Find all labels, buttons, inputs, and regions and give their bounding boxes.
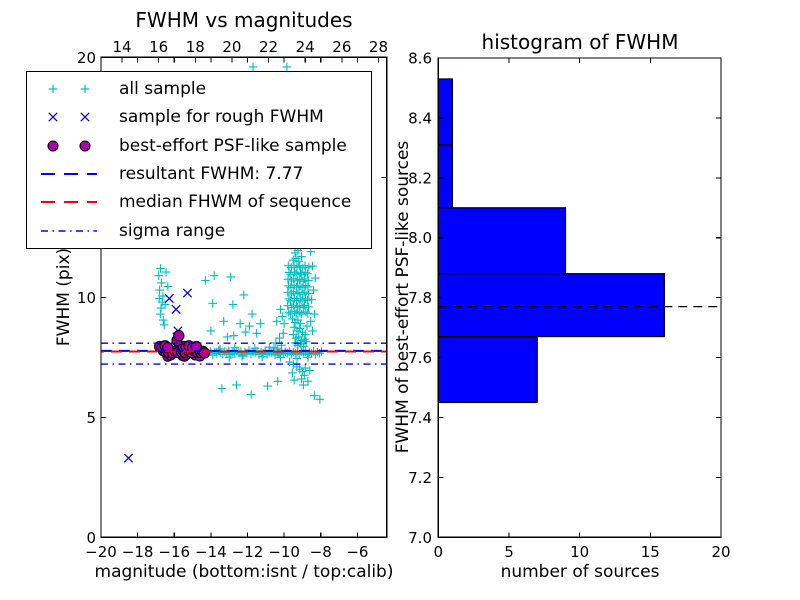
- svg-text:20: 20: [77, 49, 96, 67]
- legend-item-2: best-effort PSF-like sample: [27, 132, 371, 159]
- legend-item-0: all sample: [27, 76, 371, 103]
- svg-text:20: 20: [711, 543, 730, 561]
- svg-text:18: 18: [186, 38, 205, 56]
- svg-text:7.4: 7.4: [408, 409, 432, 427]
- svg-text:−14: −14: [195, 543, 227, 561]
- legend-marker-dashdot-icon: [41, 230, 97, 232]
- legend-marker-cross-icon: [48, 112, 90, 123]
- svg-text:14: 14: [113, 38, 132, 56]
- svg-text:16: 16: [149, 38, 168, 56]
- svg-text:−8: −8: [310, 543, 332, 561]
- svg-text:7.8: 7.8: [408, 289, 432, 307]
- legend-label: sigma range: [119, 220, 226, 241]
- svg-text:7.6: 7.6: [408, 349, 432, 367]
- svg-text:20: 20: [222, 38, 241, 56]
- svg-text:−20: −20: [85, 543, 117, 561]
- svg-text:−6: −6: [346, 543, 368, 561]
- histogram-bar: [437, 335, 538, 404]
- scatter-plot-title: FWHM vs magnitudes: [135, 8, 353, 32]
- legend-marker-plus-icon: [48, 84, 90, 94]
- svg-text:10: 10: [570, 543, 589, 561]
- svg-text:5: 5: [504, 543, 514, 561]
- svg-text:−16: −16: [158, 543, 190, 561]
- svg-text:−18: −18: [122, 543, 154, 561]
- svg-text:15: 15: [641, 543, 660, 561]
- histogram-bars: [437, 78, 666, 404]
- legend-item-1: sample for rough FWHM: [27, 104, 371, 131]
- svg-text:28: 28: [369, 38, 388, 56]
- legend-label: median FHWM of sequence: [119, 192, 352, 213]
- svg-text:−12: −12: [232, 543, 264, 561]
- svg-text:8.0: 8.0: [408, 229, 432, 247]
- legend-label: all sample: [119, 79, 207, 100]
- legend-marker-dashed-icon: [41, 201, 97, 204]
- legend-item-4: median FHWM of sequence: [27, 189, 371, 216]
- legend-marker-circle-icon: [47, 140, 91, 152]
- legend-label: best-effort PSF-like sample: [119, 135, 347, 156]
- svg-text:8.6: 8.6: [408, 50, 432, 68]
- scatter-xaxis-label: magnitude (bottom:isnt / top:calib): [94, 562, 394, 582]
- svg-text:10: 10: [77, 289, 96, 307]
- svg-text:−10: −10: [268, 543, 300, 561]
- legend-label: sample for rough FWHM: [119, 107, 324, 128]
- legend-item-5: sigma range: [27, 217, 371, 244]
- histogram-bar: [437, 144, 454, 209]
- series-best-effort-psf-like-sample: [153, 330, 211, 362]
- svg-text:0: 0: [434, 543, 444, 561]
- histogram-plot-title: histogram of FWHM: [481, 30, 679, 54]
- histogram-bar: [437, 207, 567, 275]
- svg-text:8.4: 8.4: [408, 109, 432, 127]
- axes: [100, 56, 722, 538]
- histogram-xaxis-label: number of sources: [500, 562, 660, 582]
- histogram-bar: [437, 273, 666, 338]
- svg-text:22: 22: [259, 38, 278, 56]
- histogram-bar: [437, 78, 454, 146]
- legend-item-3: resultant FWHM: 7.77: [27, 161, 371, 188]
- legend-label: resultant FWHM: 7.77: [119, 164, 304, 185]
- svg-text:8.2: 8.2: [408, 169, 432, 187]
- svg-text:5: 5: [86, 409, 96, 427]
- svg-text:7.0: 7.0: [408, 529, 432, 547]
- svg-text:0: 0: [86, 529, 96, 547]
- scatter-yaxis-label: FWHM (pix): [54, 247, 74, 347]
- svg-text:7.2: 7.2: [408, 469, 432, 487]
- legend-marker-dashed-icon: [41, 173, 97, 176]
- svg-text:24: 24: [296, 38, 315, 56]
- legend: all sample sample for rough FWHM best-effo…: [26, 71, 372, 249]
- histogram-yaxis-label: FWHM of best-effort PSF-like sources: [393, 140, 413, 454]
- svg-text:26: 26: [332, 38, 351, 56]
- series-sample-for-rough-fwhm: [123, 288, 193, 463]
